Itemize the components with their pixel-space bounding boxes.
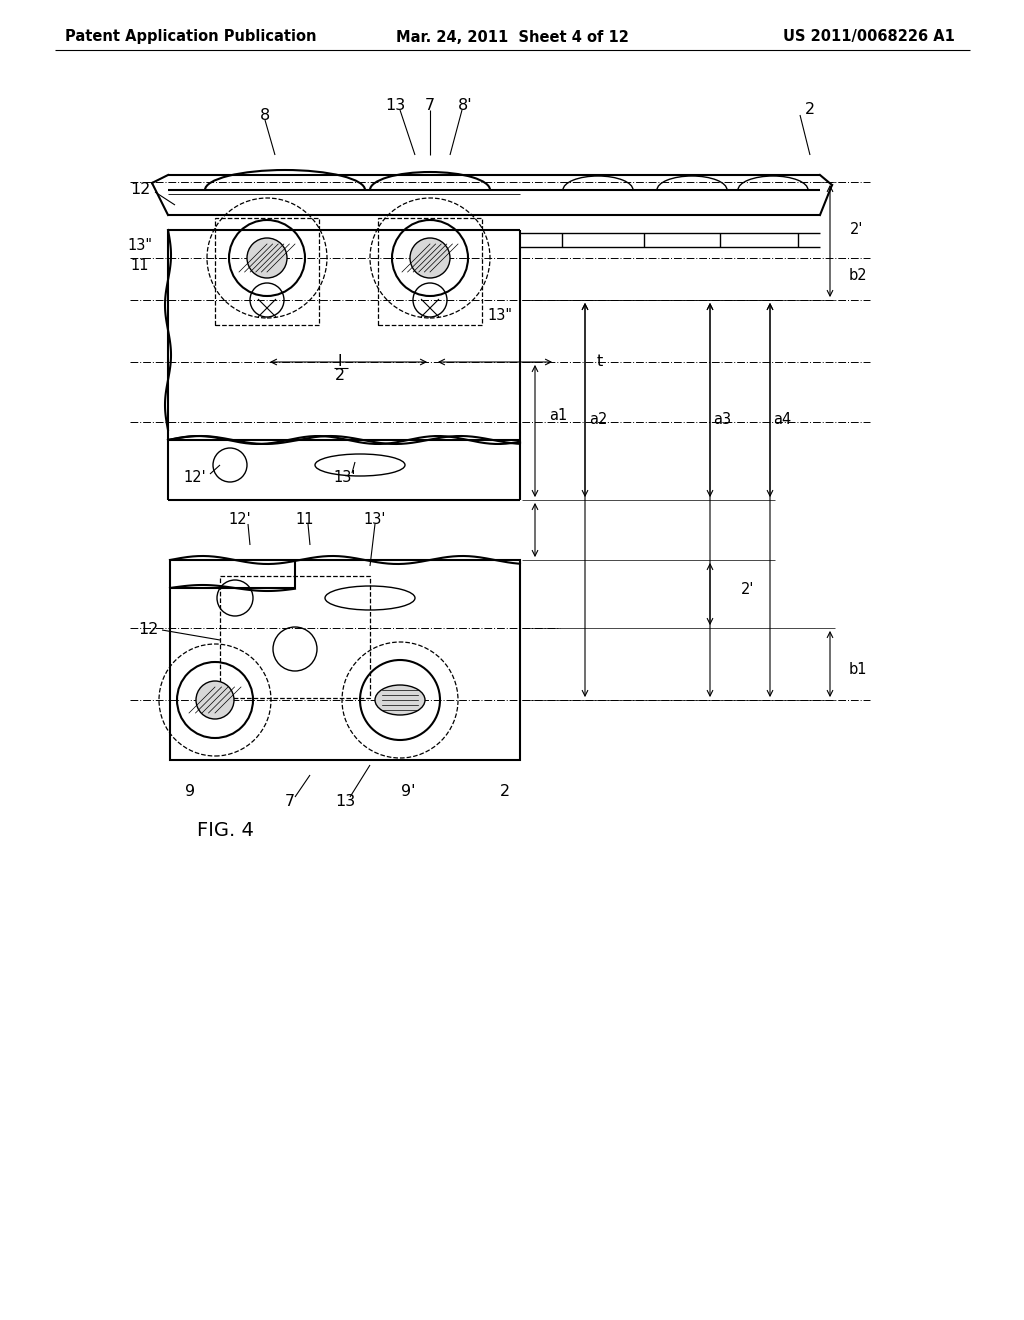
Text: 9': 9': [400, 784, 416, 800]
Bar: [215, 218, 319, 325]
Circle shape: [410, 238, 450, 279]
Text: a3: a3: [713, 412, 731, 428]
Bar: [378, 218, 482, 325]
Text: 2: 2: [500, 784, 510, 800]
Text: 2: 2: [805, 103, 815, 117]
Bar: [220, 576, 370, 698]
Text: 11: 11: [296, 512, 314, 528]
Ellipse shape: [375, 685, 425, 715]
Circle shape: [247, 238, 287, 279]
Text: 7: 7: [285, 795, 295, 809]
Text: 13": 13": [487, 308, 512, 322]
Text: t: t: [597, 355, 603, 370]
Text: 8: 8: [260, 107, 270, 123]
Bar: [170, 560, 520, 760]
Text: 12: 12: [138, 623, 158, 638]
Text: l: l: [338, 355, 342, 370]
Text: 2': 2': [741, 582, 755, 598]
Text: 12': 12': [183, 470, 206, 486]
Circle shape: [196, 681, 234, 719]
Text: 13": 13": [128, 238, 153, 252]
Text: Patent Application Publication: Patent Application Publication: [65, 29, 316, 45]
Text: b2: b2: [849, 268, 867, 282]
Text: 13': 13': [334, 470, 356, 486]
Text: 2': 2': [850, 223, 863, 238]
Text: 9: 9: [185, 784, 195, 800]
Text: 13: 13: [385, 98, 406, 112]
Text: 2: 2: [335, 368, 345, 384]
Text: 7: 7: [425, 98, 435, 112]
Text: US 2011/0068226 A1: US 2011/0068226 A1: [783, 29, 955, 45]
Text: a1: a1: [549, 408, 567, 422]
Text: a4: a4: [773, 412, 792, 428]
Text: b1: b1: [849, 663, 867, 677]
Text: FIG. 4: FIG. 4: [197, 821, 253, 840]
Text: Mar. 24, 2011  Sheet 4 of 12: Mar. 24, 2011 Sheet 4 of 12: [395, 29, 629, 45]
Text: 13': 13': [364, 512, 386, 528]
Text: 12: 12: [130, 182, 151, 198]
Text: 11: 11: [131, 257, 150, 272]
Text: 12': 12': [228, 512, 251, 528]
Text: a2: a2: [589, 412, 607, 428]
Text: 13: 13: [335, 795, 355, 809]
Text: 8': 8': [458, 98, 472, 112]
